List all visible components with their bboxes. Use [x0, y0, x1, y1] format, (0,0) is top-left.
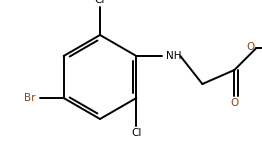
Text: O: O [246, 42, 254, 52]
Text: Cl: Cl [95, 0, 105, 5]
Text: O: O [230, 98, 238, 108]
Text: NH: NH [166, 51, 182, 61]
Text: Br: Br [24, 93, 36, 103]
Text: Cl: Cl [131, 128, 141, 138]
